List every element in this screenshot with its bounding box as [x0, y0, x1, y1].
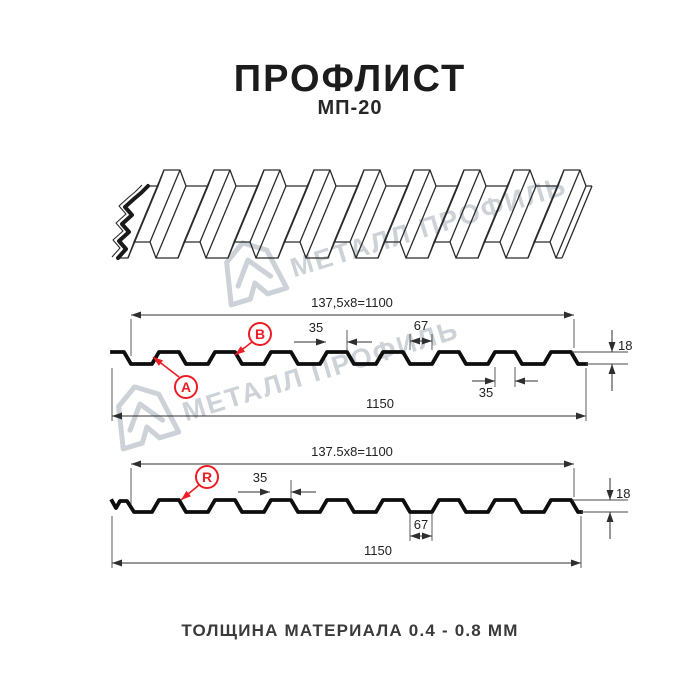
- watermark-top: МЕТАЛЛ ПРОФИЛЬ: [224, 170, 571, 308]
- metall-profil-logo-icon: [116, 384, 182, 452]
- perspective-view: [111, 169, 593, 260]
- dim-text-overall: 1150: [366, 396, 394, 411]
- dim-text-valley: 67: [414, 318, 428, 333]
- dim-coverage-width: 137.5x8=1100: [130, 444, 575, 504]
- callout-r-circle: [195, 465, 219, 489]
- callout-b: В: [234, 322, 272, 356]
- dim-coverage-width: 137,5x8=1100: [130, 295, 575, 356]
- dim-text-coverage: 137.5x8=1100: [311, 444, 393, 459]
- dim-text-height: 18: [618, 338, 632, 353]
- profile-outline: [109, 498, 583, 514]
- cut-edge: [116, 184, 150, 260]
- leader-line: [152, 356, 180, 378]
- dim-text-coverage: 137,5x8=1100: [311, 295, 393, 310]
- dim-text-overall: 1150: [364, 543, 392, 558]
- dim-overall-width: 1150: [111, 516, 582, 568]
- watermark-text: МЕТАЛЛ ПРОФИЛЬ: [287, 170, 571, 283]
- profile-outline: [110, 350, 588, 366]
- sheet-far-edge: [148, 169, 592, 187]
- callout-a: А: [152, 356, 198, 399]
- dim-overall-width: 1150: [111, 368, 587, 421]
- dim-height: 18: [572, 330, 632, 391]
- page-subtitle: МП-20: [318, 97, 383, 119]
- dim-rib-top: 35: [238, 470, 316, 499]
- callout-r: R: [180, 465, 219, 501]
- dim-text-valley: 67: [414, 517, 428, 532]
- rib-fold-lines: [127, 169, 593, 259]
- page-title: ПРОФЛИСТ: [234, 58, 466, 100]
- dim-text-rib-bottom: 35: [479, 385, 493, 400]
- dim-text-rib-top: 35: [253, 470, 267, 485]
- material-thickness-note: ТОЛЩИНА МАТЕРИАЛА 0.4 - 0.8 ММ: [181, 621, 518, 640]
- leader-line: [180, 484, 200, 501]
- cross-section-top: 137,5x8=1100 35 67 18: [110, 295, 632, 421]
- metall-profil-logo-icon: [224, 240, 290, 308]
- dim-text-rib-top: 35: [309, 320, 323, 335]
- cross-section-bottom: 137.5x8=1100 35 67 18: [109, 444, 630, 568]
- leader-line: [234, 341, 253, 356]
- dim-rib-top: 35: [294, 320, 372, 350]
- dim-valley: 67: [409, 318, 433, 350]
- callout-a-label: А: [181, 379, 191, 395]
- cut-edge-face: [111, 184, 143, 258]
- sheet-near-edge: [118, 241, 562, 259]
- callout-r-label: R: [202, 469, 212, 485]
- dim-valley: 67: [409, 514, 433, 541]
- dim-rib-bottom: 35: [472, 367, 538, 400]
- callout-a-circle: [174, 375, 198, 399]
- dim-height: 18: [572, 478, 630, 539]
- callout-b-label: В: [255, 326, 265, 342]
- dim-text-height: 18: [616, 486, 630, 501]
- callout-b-circle: [248, 322, 272, 346]
